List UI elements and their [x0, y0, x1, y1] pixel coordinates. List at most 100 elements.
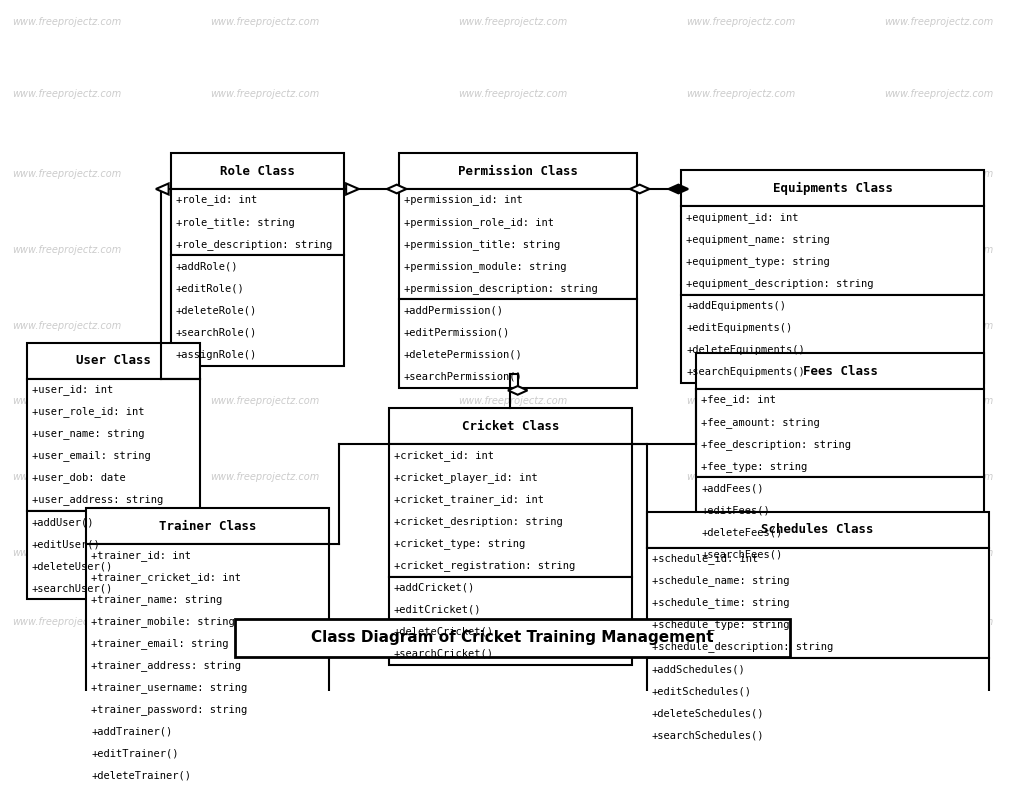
Text: +editCricket(): +editCricket()	[394, 605, 481, 615]
Text: www.freeprojectz.com: www.freeprojectz.com	[210, 472, 319, 482]
FancyBboxPatch shape	[682, 295, 984, 383]
Text: +equipment_description: string: +equipment_description: string	[687, 278, 874, 289]
Text: www.freeprojectz.com: www.freeprojectz.com	[210, 245, 319, 255]
Text: www.freeprojectz.com: www.freeprojectz.com	[12, 397, 121, 406]
Text: www.freeprojectz.com: www.freeprojectz.com	[459, 397, 568, 406]
Text: www.freeprojectz.com: www.freeprojectz.com	[12, 321, 121, 330]
Text: +trainer_password: string: +trainer_password: string	[91, 704, 247, 715]
FancyBboxPatch shape	[399, 299, 636, 387]
FancyBboxPatch shape	[399, 153, 636, 189]
Polygon shape	[508, 386, 527, 394]
Text: www.freeprojectz.com: www.freeprojectz.com	[686, 617, 796, 627]
Text: +searchRole(): +searchRole()	[176, 327, 257, 337]
Text: +deleteFees(): +deleteFees()	[701, 527, 783, 538]
Text: +trainer_mobile: string: +trainer_mobile: string	[91, 616, 235, 627]
Text: +addCricket(): +addCricket()	[394, 583, 475, 592]
Text: Class Diagram of Cricket Training Management: Class Diagram of Cricket Training Manage…	[311, 630, 714, 645]
FancyBboxPatch shape	[171, 153, 344, 189]
FancyBboxPatch shape	[389, 577, 631, 664]
Text: www.freeprojectz.com: www.freeprojectz.com	[686, 245, 796, 255]
Text: +user_address: string: +user_address: string	[31, 494, 163, 505]
Text: Schedules Class: Schedules Class	[762, 524, 874, 536]
Text: www.freeprojectz.com: www.freeprojectz.com	[885, 472, 994, 482]
Text: www.freeprojectz.com: www.freeprojectz.com	[686, 169, 796, 179]
Text: +fee_amount: string: +fee_amount: string	[701, 417, 820, 428]
Text: +permission_description: string: +permission_description: string	[404, 283, 597, 294]
Text: www.freeprojectz.com: www.freeprojectz.com	[459, 617, 568, 627]
Text: Permission Class: Permission Class	[458, 165, 578, 177]
Text: www.freeprojectz.com: www.freeprojectz.com	[210, 321, 319, 330]
FancyBboxPatch shape	[646, 512, 989, 547]
Text: +addFees(): +addFees()	[701, 483, 764, 493]
Text: www.freeprojectz.com: www.freeprojectz.com	[210, 617, 319, 627]
Text: www.freeprojectz.com: www.freeprojectz.com	[885, 89, 994, 100]
Text: +deleteRole(): +deleteRole()	[176, 306, 257, 315]
Text: +addRole(): +addRole()	[176, 261, 238, 271]
Text: www.freeprojectz.com: www.freeprojectz.com	[210, 89, 319, 100]
Text: www.freeprojectz.com: www.freeprojectz.com	[459, 89, 568, 100]
Text: www.freeprojectz.com: www.freeprojectz.com	[459, 245, 568, 255]
Text: +cricket_type: string: +cricket_type: string	[394, 538, 525, 549]
Text: +user_email: string: +user_email: string	[31, 451, 150, 462]
Text: +editTrainer(): +editTrainer()	[91, 749, 179, 759]
Text: www.freeprojectz.com: www.freeprojectz.com	[686, 548, 796, 558]
Text: +searchSchedules(): +searchSchedules()	[651, 730, 765, 741]
Text: Fees Class: Fees Class	[803, 364, 878, 378]
Text: +editUser(): +editUser()	[31, 539, 101, 549]
FancyBboxPatch shape	[171, 255, 344, 366]
FancyBboxPatch shape	[27, 379, 200, 511]
Text: +addSchedules(): +addSchedules()	[651, 664, 745, 674]
Text: www.freeprojectz.com: www.freeprojectz.com	[459, 548, 568, 558]
Text: +addTrainer(): +addTrainer()	[91, 727, 173, 737]
FancyBboxPatch shape	[682, 206, 984, 295]
Text: www.freeprojectz.com: www.freeprojectz.com	[459, 472, 568, 482]
Text: +equipment_name: string: +equipment_name: string	[687, 234, 830, 245]
Text: +user_role_id: int: +user_role_id: int	[31, 406, 144, 417]
Text: +trainer_cricket_id: int: +trainer_cricket_id: int	[91, 572, 241, 583]
FancyBboxPatch shape	[86, 508, 329, 544]
Text: +addUser(): +addUser()	[31, 517, 94, 527]
Text: +trainer_name: string: +trainer_name: string	[91, 594, 222, 605]
FancyBboxPatch shape	[27, 343, 200, 379]
Text: www.freeprojectz.com: www.freeprojectz.com	[12, 17, 121, 27]
FancyBboxPatch shape	[646, 547, 989, 658]
Text: www.freeprojectz.com: www.freeprojectz.com	[12, 89, 121, 100]
Text: +cricket_registration: string: +cricket_registration: string	[394, 560, 575, 571]
Polygon shape	[669, 185, 688, 193]
Text: +user_dob: date: +user_dob: date	[31, 473, 125, 483]
Polygon shape	[387, 185, 406, 193]
Text: www.freeprojectz.com: www.freeprojectz.com	[12, 169, 121, 179]
Text: +editPermission(): +editPermission()	[404, 327, 510, 337]
FancyBboxPatch shape	[399, 189, 636, 299]
Text: +searchPermission(): +searchPermission()	[404, 371, 522, 382]
Text: +trainer_address: string: +trainer_address: string	[91, 660, 241, 671]
FancyBboxPatch shape	[389, 444, 631, 577]
Text: +deleteTrainer(): +deleteTrainer()	[91, 771, 191, 781]
Text: +cricket_desription: string: +cricket_desription: string	[394, 516, 563, 527]
Text: +editFees(): +editFees()	[701, 505, 770, 516]
Text: +searchFees(): +searchFees()	[701, 550, 783, 559]
Text: +fee_type: string: +fee_type: string	[701, 461, 807, 472]
Text: www.freeprojectz.com: www.freeprojectz.com	[686, 17, 796, 27]
Text: +assignRole(): +assignRole()	[176, 349, 257, 360]
Text: +searchCricket(): +searchCricket()	[394, 649, 494, 659]
FancyBboxPatch shape	[86, 721, 329, 792]
Text: www.freeprojectz.com: www.freeprojectz.com	[459, 17, 568, 27]
Text: www.freeprojectz.com: www.freeprojectz.com	[686, 397, 796, 406]
Text: +cricket_trainer_id: int: +cricket_trainer_id: int	[394, 494, 543, 505]
Text: www.freeprojectz.com: www.freeprojectz.com	[12, 548, 121, 558]
FancyBboxPatch shape	[646, 658, 989, 746]
Text: +role_description: string: +role_description: string	[176, 238, 332, 249]
FancyBboxPatch shape	[171, 189, 344, 255]
FancyBboxPatch shape	[696, 478, 984, 565]
FancyBboxPatch shape	[696, 353, 984, 389]
Text: www.freeprojectz.com: www.freeprojectz.com	[885, 321, 994, 330]
Text: +permission_role_id: int: +permission_role_id: int	[404, 217, 553, 227]
Text: www.freeprojectz.com: www.freeprojectz.com	[885, 169, 994, 179]
Text: www.freeprojectz.com: www.freeprojectz.com	[210, 548, 319, 558]
Text: +trainer_id: int: +trainer_id: int	[91, 550, 191, 561]
Polygon shape	[346, 184, 359, 195]
Text: www.freeprojectz.com: www.freeprojectz.com	[686, 321, 796, 330]
Text: +editEquipments(): +editEquipments()	[687, 322, 793, 333]
Text: Cricket Class: Cricket Class	[462, 420, 559, 432]
